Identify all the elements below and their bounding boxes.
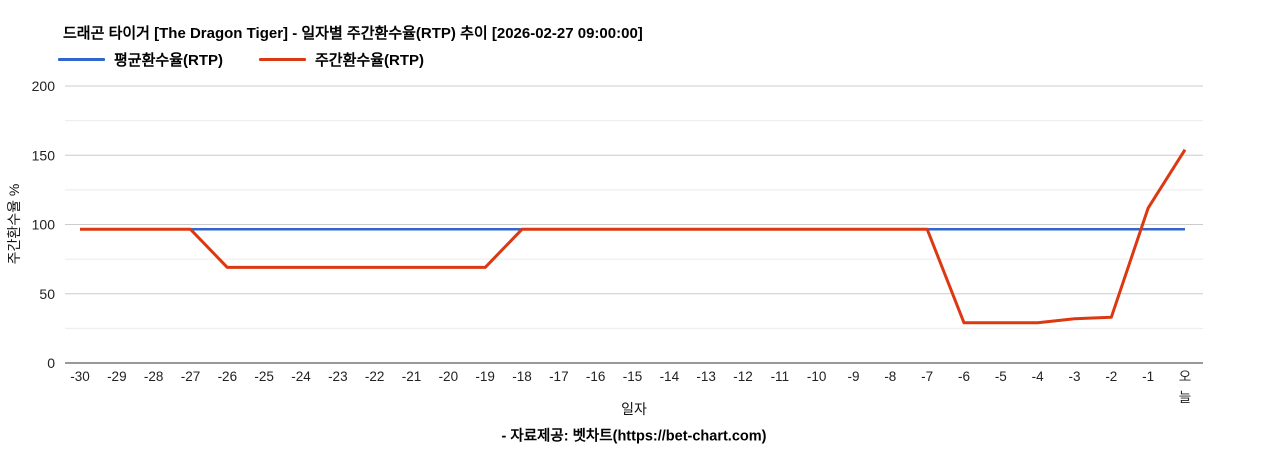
x-tick-label: -25 [254, 369, 274, 384]
x-tick-label: -17 [549, 369, 569, 384]
y-tick-label: 150 [32, 147, 56, 163]
x-tick-label: -14 [660, 369, 680, 384]
x-tick-label: -20 [439, 369, 459, 384]
x-tick-label: -23 [328, 369, 348, 384]
x-tick-label: -4 [1032, 369, 1044, 384]
x-tick-label: -26 [218, 369, 238, 384]
x-tick-label: -9 [847, 369, 859, 384]
x-tick-label: -28 [144, 369, 164, 384]
y-tick-label: 200 [32, 78, 56, 94]
series-line-weekly [80, 148, 1187, 325]
chart-footer: - 자료제공: 벳차트(https://bet-chart.com) [501, 428, 767, 445]
legend-item-average: 평균환수율(RTP) [58, 49, 223, 70]
x-tick-label: -15 [623, 369, 643, 384]
x-tick-label: -2 [1105, 369, 1117, 384]
x-tick-label: -22 [365, 369, 385, 384]
x-tick-label: -30 [70, 369, 90, 384]
average-line-swatch-icon [58, 58, 105, 61]
x-axis-title: 일자 [621, 401, 647, 417]
x-tick-label: -10 [807, 369, 827, 384]
x-tick-label: -5 [995, 369, 1007, 384]
x-tick-label: -12 [733, 369, 753, 384]
x-tick-label: -19 [475, 369, 495, 384]
y-tick-label: 50 [39, 286, 55, 302]
x-tick-label: -7 [921, 369, 933, 384]
y-tick-label: 0 [47, 355, 55, 371]
chart-title: 드래곤 타이거 [The Dragon Tiger] - 일자별 주간환수율(R… [63, 25, 643, 42]
x-tick-label: -8 [884, 369, 896, 384]
x-tick-label: -1 [1142, 369, 1154, 384]
legend-item-weekly: 주간환수율(RTP) [259, 49, 424, 70]
x-tick-label: -3 [1068, 369, 1080, 384]
weekly-line-swatch-icon [259, 58, 306, 61]
x-tick-label: -16 [586, 369, 606, 384]
x-tick-label: -29 [107, 369, 127, 384]
y-tick-label: 100 [32, 217, 56, 233]
x-tick-label: -6 [958, 369, 970, 384]
x-tick-label: -24 [291, 369, 311, 384]
legend-label-average: 평균환수율(RTP) [114, 52, 223, 69]
x-tick-label: -18 [512, 369, 532, 384]
x-tick-label: -13 [696, 369, 716, 384]
x-tick-label: -21 [402, 369, 422, 384]
legend-label-weekly: 주간환수율(RTP) [315, 52, 424, 69]
x-tick-label: -11 [771, 369, 790, 384]
chart-legend: 평균환수율(RTP) 주간환수율(RTP) [58, 49, 424, 70]
x-tick-label: -27 [181, 369, 201, 384]
